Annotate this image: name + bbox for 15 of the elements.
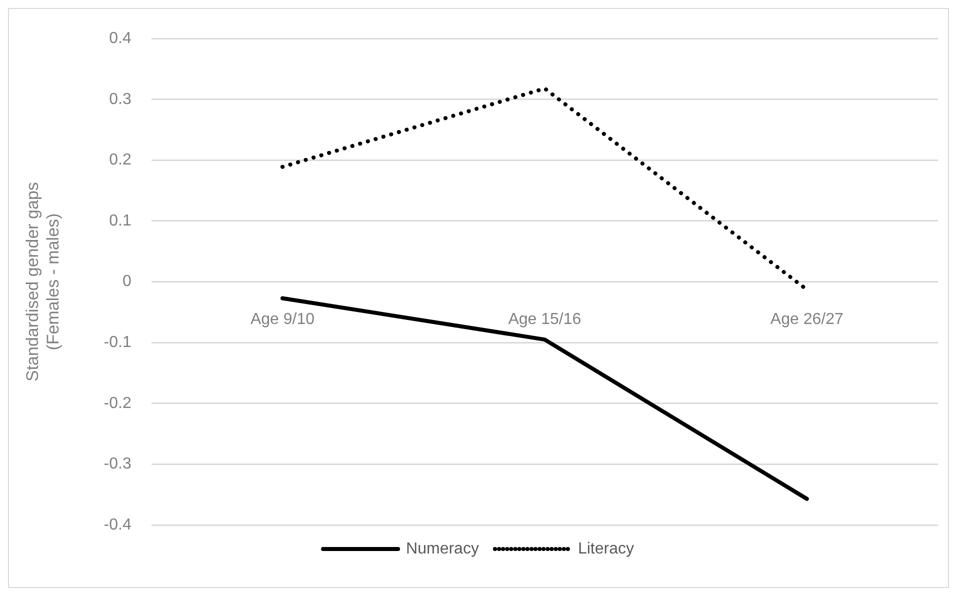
y-tick-label: 0.3 <box>109 90 132 108</box>
y-tick-label: 0.2 <box>109 152 132 169</box>
y-tick-label: 0 <box>122 273 132 290</box>
x-tick-label: Age 9/10 <box>250 310 315 328</box>
y-axis-title: Standardised gender gaps (Females - males) <box>22 182 62 382</box>
legend-label: Numeracy <box>406 540 479 558</box>
y-tick-label: 0.4 <box>109 30 132 48</box>
y-tick-label: -0.2 <box>104 394 132 412</box>
y-tick-label: 0.1 <box>109 212 132 230</box>
x-tick-label: Age 26/27 <box>770 310 844 328</box>
y-tick-label: -0.4 <box>104 516 132 534</box>
y-tick-label: -0.1 <box>104 334 132 352</box>
x-tick-label: Age 15/16 <box>508 310 582 328</box>
y-tick-label: -0.3 <box>104 456 132 473</box>
legend-label: Literacy <box>578 540 634 558</box>
